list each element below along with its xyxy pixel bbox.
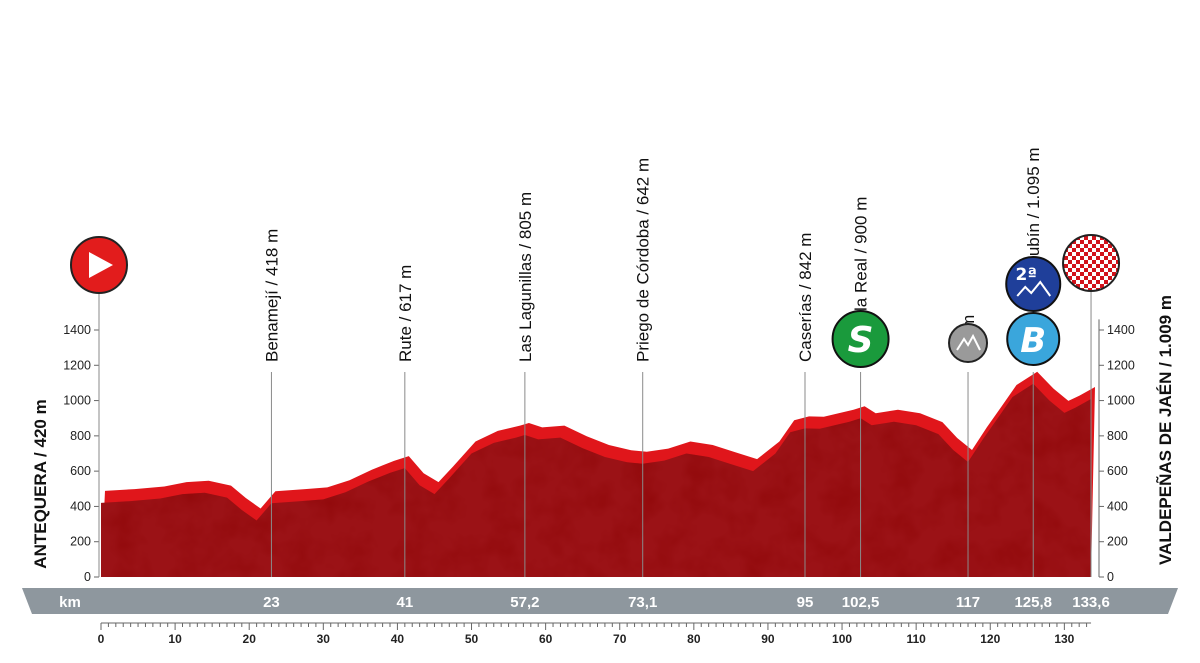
badges: S B 2ª <box>70 234 1121 368</box>
km-bar-background <box>22 588 1178 614</box>
x-tick-label: 80 <box>687 632 701 646</box>
bonus-badge-label: B <box>1020 321 1046 361</box>
y-tick-label-left: 1000 <box>63 394 91 408</box>
km-bar-value: 95 <box>797 594 814 611</box>
km-bar-value: 102,5 <box>842 594 880 611</box>
x-axis: 0 10 20 30 40 50 60 70 80 90 100 110 120 130 <box>98 622 1092 646</box>
x-tick-label: 20 <box>243 632 257 646</box>
finish-location-label: VALDEPEÑAS DE JAÉN / 1.009 m <box>1155 295 1175 565</box>
waypoint-label: Rute / 617 m <box>396 265 415 362</box>
waypoint-label: Benamejí / 418 m <box>262 229 281 362</box>
y-tick-label-right: 0 <box>1107 570 1114 584</box>
x-tick-label: 40 <box>391 632 405 646</box>
y-tick-label-left: 600 <box>70 464 91 478</box>
km-bar-value: 57,2 <box>510 594 539 611</box>
mountain-icon <box>956 333 981 351</box>
waypoint-label: Las Lagunillas / 805 m <box>516 192 535 362</box>
sprint-badge <box>831 310 890 368</box>
km-bar-value: 133,6 <box>1072 594 1110 611</box>
x-tick-label: 60 <box>539 632 553 646</box>
km-bar-title: km <box>59 594 81 611</box>
y-tick-label-left: 1400 <box>63 323 91 337</box>
y-tick-label-right: 600 <box>1107 464 1128 478</box>
km-bar: km 23 41 57,2 73,1 95 102,5 117 125,8 133,6 <box>22 588 1178 614</box>
y-axis-left: 0 200 400 600 800 1000 1200 1400 <box>63 319 100 584</box>
climb-category-badge <box>1005 256 1062 312</box>
bonus-badge <box>1006 312 1061 366</box>
x-tick-label: 50 <box>465 632 479 646</box>
km-bar-value: 41 <box>396 594 413 611</box>
x-tick-label: 120 <box>980 632 1000 646</box>
y-tick-label-left: 0 <box>84 570 91 584</box>
play-icon <box>89 252 113 278</box>
waypoint-label: Priego de Córdoba / 642 m <box>634 158 653 362</box>
x-tick-label: 10 <box>168 632 182 646</box>
x-tick-label: 100 <box>832 632 852 646</box>
mountain-icon <box>1016 280 1052 297</box>
y-tick-label-right: 400 <box>1107 499 1128 513</box>
finish-flag-icon <box>1062 234 1121 292</box>
y-tick-label-left: 800 <box>70 429 91 443</box>
start-location-label: ANTEQUERA / 420 m <box>31 399 50 568</box>
km-bar-value: 23 <box>263 594 280 611</box>
sprint-badge-label: S <box>848 320 874 361</box>
y-tick-label-right: 1200 <box>1107 358 1135 372</box>
x-tick-label: 130 <box>1054 632 1074 646</box>
km-bar-value: 73,1 <box>628 594 657 611</box>
y-tick-label-right: 1000 <box>1107 394 1135 408</box>
km-bar-value: 125,8 <box>1014 594 1052 611</box>
y-tick-label-left: 200 <box>70 535 91 549</box>
y-tick-label-right: 800 <box>1107 429 1128 443</box>
x-tick-label: 0 <box>98 632 105 646</box>
y-tick-label-left: 1200 <box>63 358 91 372</box>
y-axis-right: 0 200 400 600 800 1000 1200 1400 <box>1098 319 1135 584</box>
y-tick-label-left: 400 <box>70 499 91 513</box>
x-tick-label: 70 <box>613 632 627 646</box>
y-tick-label-right: 1400 <box>1107 323 1135 337</box>
x-tick-label: 90 <box>761 632 775 646</box>
waypoint-label: Caserías / 842 m <box>796 233 815 362</box>
x-tick-label: 30 <box>317 632 331 646</box>
elevation-profile <box>101 371 1095 577</box>
x-tick-label: 110 <box>906 632 926 646</box>
km-bar-value: 117 <box>956 594 980 611</box>
climb-category-label: 2ª <box>1016 265 1037 285</box>
y-tick-label-right: 200 <box>1107 535 1128 549</box>
